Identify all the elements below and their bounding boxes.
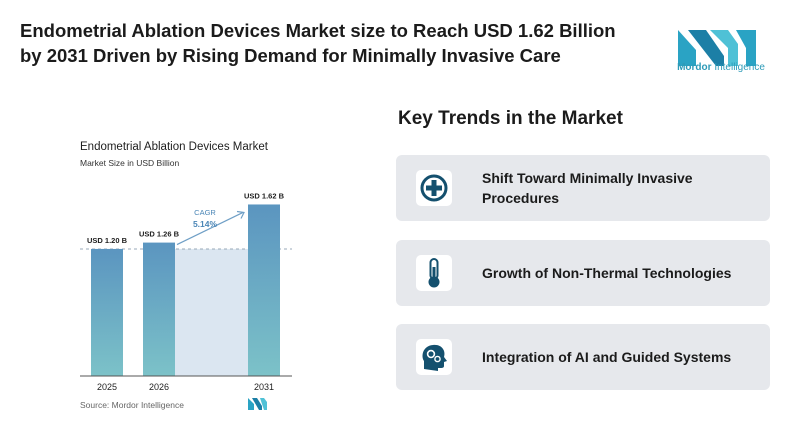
growth-band: [175, 248, 248, 376]
trend-card-ai-guided: Integration of AI and Guided Systems: [396, 324, 770, 390]
logo-wordmark: Mordor Intelligence: [666, 62, 776, 73]
trend-label: Growth of Non-Thermal Technologies: [482, 265, 732, 281]
market-size-chart: USD 1.20 B 2025 USD 1.26 B 2026 USD 1.62 B 20…: [60, 136, 320, 426]
bar-2031: [248, 204, 280, 376]
category-label-2026: 2026: [149, 382, 169, 392]
key-trends-title: Key Trends in the Market: [398, 108, 623, 129]
value-label-2031: USD 1.62 B: [244, 191, 285, 200]
bar-2025: [91, 248, 123, 376]
chart-subtitle: Market Size in USD Billion: [80, 158, 180, 168]
headline-line-2: by 2031 Driven by Rising Demand for Mini…: [20, 45, 561, 66]
trend-label: Shift Toward Minimally Invasive Procedur…: [482, 170, 693, 206]
logo-word-1: Mordor: [677, 62, 712, 73]
bar-2026: [143, 242, 175, 376]
category-label-2025: 2025: [97, 382, 117, 392]
value-label-2025: USD 1.20 B: [87, 236, 128, 245]
trend-card-non-thermal: Growth of Non-Thermal Technologies: [396, 240, 770, 306]
logo-word-2: Intelligence: [714, 62, 765, 73]
chart-source: Source: Mordor Intelligence: [80, 400, 184, 410]
cagr-arrow-head: [236, 210, 245, 219]
cagr-value: 5.14%: [193, 219, 218, 229]
trend-label: Integration of AI and Guided Systems: [482, 349, 732, 365]
mordor-intelligence-logo-icon: [678, 30, 756, 66]
headline: Endometrial Ablation Devices Market size…: [20, 18, 670, 68]
trend-card-minimally-invasive: Shift Toward Minimally Invasive Procedur…: [396, 155, 770, 221]
value-label-2026: USD 1.26 B: [139, 230, 180, 239]
medical-cross-icon: [416, 170, 452, 206]
cagr-arrow: [176, 211, 244, 246]
cagr-label: CAGR: [194, 208, 216, 217]
category-label-2031: 2031: [254, 382, 274, 392]
thermometer-icon: [416, 255, 452, 291]
ai-head-icon: [416, 339, 452, 375]
chart-title: Endometrial Ablation Devices Market: [80, 141, 268, 153]
chart-canvas: USD 1.20 B 2025 USD 1.26 B 2026 USD 1.62 B 20…: [80, 191, 292, 392]
mini-logo-icon: [248, 398, 267, 410]
headline-line-1: Endometrial Ablation Devices Market size…: [20, 20, 616, 41]
